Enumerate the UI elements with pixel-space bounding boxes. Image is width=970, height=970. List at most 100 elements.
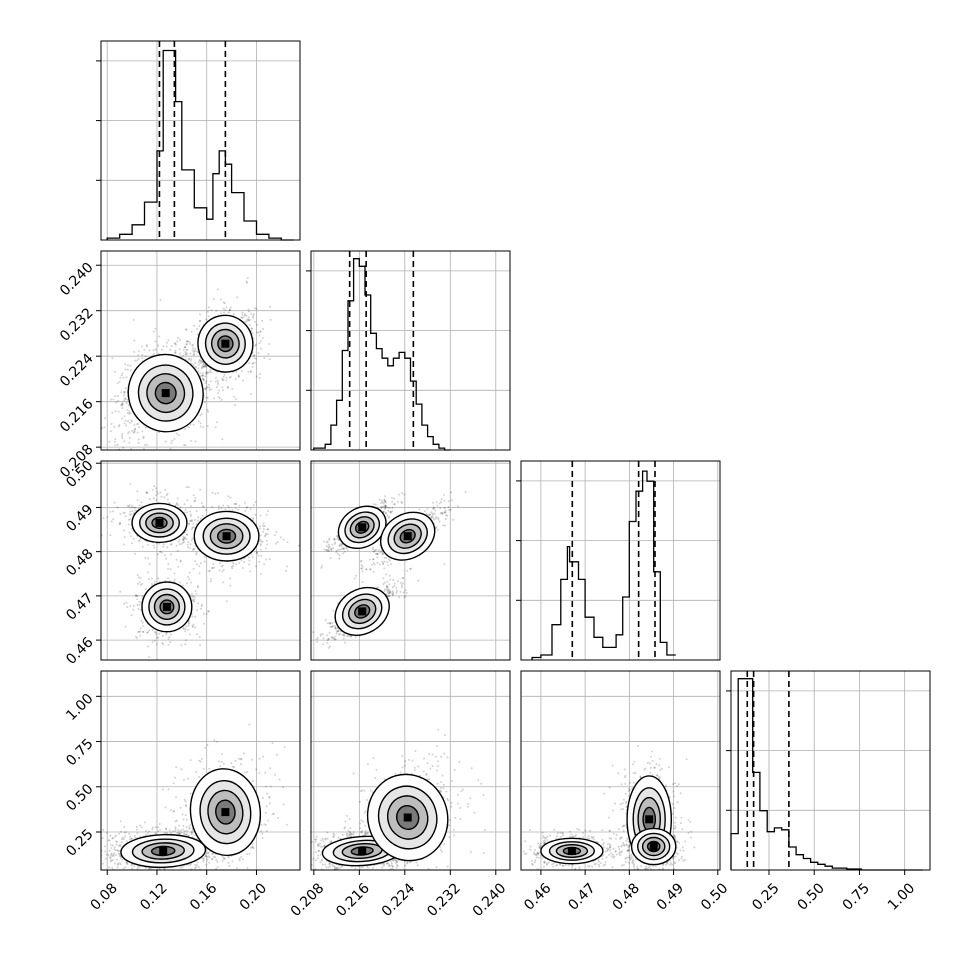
scatter-point bbox=[176, 831, 179, 834]
scatter-point bbox=[114, 444, 117, 447]
scatter-point bbox=[271, 813, 274, 816]
scatter-point bbox=[121, 403, 124, 406]
scatter-point bbox=[204, 555, 206, 558]
scatter-point bbox=[195, 551, 198, 554]
scatter-point bbox=[157, 553, 159, 556]
scatter-point bbox=[122, 867, 125, 870]
scatter-point bbox=[108, 839, 111, 842]
scatter-point bbox=[207, 570, 210, 573]
scatter-point bbox=[199, 425, 202, 428]
scatter-point bbox=[236, 296, 239, 299]
scatter-point bbox=[128, 436, 131, 439]
scatter-point bbox=[203, 560, 206, 563]
histogram-frame bbox=[310, 250, 511, 451]
scatter-point bbox=[335, 632, 338, 635]
scatter-point bbox=[188, 547, 191, 550]
scatter-point bbox=[191, 829, 193, 832]
scatter-point bbox=[386, 561, 389, 564]
scatter-point bbox=[175, 873, 177, 875]
scatter-point bbox=[191, 526, 194, 529]
scatter-point bbox=[191, 592, 193, 595]
scatter-point bbox=[187, 628, 189, 631]
scatter-point bbox=[180, 768, 183, 771]
scatter-point bbox=[251, 846, 254, 849]
scatter-point bbox=[448, 509, 451, 511]
scatter-point bbox=[382, 563, 385, 566]
scatter-point bbox=[262, 797, 264, 799]
scatter-point bbox=[268, 558, 271, 561]
scatter-point bbox=[264, 534, 267, 537]
scatter-point bbox=[209, 368, 212, 371]
scatter-point bbox=[255, 307, 258, 310]
scatter-point bbox=[261, 540, 264, 543]
scatter-point bbox=[159, 491, 162, 494]
scatter-point bbox=[198, 565, 201, 568]
scatter-point bbox=[193, 324, 196, 327]
histogram-frame bbox=[100, 40, 301, 241]
scatter-point bbox=[199, 760, 202, 763]
scatter-point bbox=[186, 833, 188, 836]
scatter-point bbox=[119, 820, 122, 823]
scatter-point bbox=[221, 438, 224, 441]
scatter-point bbox=[315, 638, 318, 641]
scatter-point bbox=[189, 343, 192, 345]
scatter-point bbox=[191, 615, 194, 618]
scatter-point bbox=[207, 851, 210, 854]
scatter-point bbox=[384, 504, 387, 507]
scatter-point bbox=[189, 759, 192, 762]
scatter-point bbox=[126, 862, 129, 865]
scatter-point bbox=[137, 422, 139, 425]
scatter-point bbox=[109, 534, 112, 537]
scatter-point bbox=[189, 543, 192, 546]
scatter-point bbox=[124, 397, 127, 400]
scatter-point bbox=[173, 572, 176, 575]
scatter-point bbox=[211, 853, 214, 855]
scatter-point bbox=[169, 456, 171, 458]
scatter-point bbox=[187, 624, 190, 627]
scatter-point bbox=[225, 600, 228, 603]
scatter-point bbox=[202, 860, 205, 863]
scatter-point bbox=[113, 852, 116, 855]
scatter-point bbox=[185, 533, 188, 536]
scatter-point bbox=[345, 547, 348, 550]
scatter-point bbox=[189, 423, 192, 426]
scatter-point bbox=[118, 832, 121, 835]
scatter-point bbox=[183, 778, 185, 781]
scatter-point bbox=[137, 608, 140, 610]
scatter-point bbox=[214, 856, 217, 859]
scatter-point bbox=[121, 407, 124, 409]
scatter-point bbox=[232, 765, 234, 768]
scatter-point bbox=[148, 578, 150, 581]
scatter-point bbox=[137, 631, 140, 633]
scatter-point bbox=[343, 550, 346, 553]
scatter-point bbox=[221, 753, 224, 756]
histogram-frame bbox=[730, 670, 931, 871]
scatter-point bbox=[248, 310, 250, 313]
scatter-point bbox=[222, 301, 225, 304]
scatter-point bbox=[177, 336, 180, 339]
scatter-point bbox=[167, 788, 170, 791]
scatter-point bbox=[128, 410, 131, 413]
scatter-point bbox=[279, 536, 282, 539]
scatter-point bbox=[121, 435, 124, 438]
scatter-point bbox=[443, 511, 446, 514]
scatter-point bbox=[249, 370, 252, 372]
histogram-background bbox=[731, 671, 930, 870]
scatter-point bbox=[136, 867, 139, 870]
scatter-point bbox=[159, 550, 162, 553]
scatter-point bbox=[232, 562, 235, 565]
scatter-point bbox=[186, 829, 188, 832]
scatter-point bbox=[227, 856, 230, 859]
scatter-point bbox=[187, 426, 190, 429]
scatter-point bbox=[139, 872, 141, 874]
scatter-point bbox=[196, 861, 199, 864]
scatter-point bbox=[124, 835, 127, 838]
histogram-step bbox=[313, 258, 451, 451]
scatter-point bbox=[158, 454, 160, 456]
scatter-point bbox=[221, 564, 224, 567]
scatter-point bbox=[119, 521, 122, 524]
scatter-point bbox=[246, 866, 249, 869]
scatter-point bbox=[193, 519, 196, 521]
scatter-point bbox=[137, 354, 140, 357]
scatter-point bbox=[373, 550, 376, 553]
